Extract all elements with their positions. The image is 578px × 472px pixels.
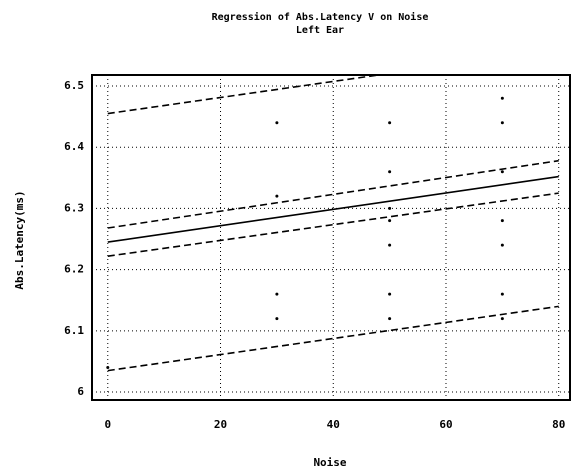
chart-title: Regression of Abs.Latency V on Noise — [212, 11, 429, 23]
data-point — [275, 317, 279, 321]
data-point — [388, 317, 392, 321]
confidence-line — [107, 159, 559, 229]
x-axis-label: Noise — [313, 456, 346, 469]
data-point — [500, 170, 504, 174]
confidence-line — [107, 192, 559, 257]
x-tick-label: 20 — [214, 418, 227, 431]
data-point — [500, 96, 504, 100]
plot-frame — [91, 74, 571, 401]
data-point — [106, 366, 110, 370]
y-tick-label: 6.2 — [64, 263, 84, 276]
data-point — [388, 292, 392, 296]
y-tick-label: 6.5 — [64, 79, 84, 92]
data-point — [275, 121, 279, 125]
data-point — [500, 317, 504, 321]
y-tick-label: 6.1 — [64, 324, 84, 337]
chart-subtitle: Left Ear — [296, 25, 344, 36]
x-tick-label: 60 — [439, 418, 452, 431]
y-axis-label: Abs.Latency(ms) — [13, 190, 26, 289]
data-point — [500, 121, 504, 125]
x-tick-label: 80 — [552, 418, 565, 431]
data-point — [388, 243, 392, 247]
y-tick-label: 6 — [77, 385, 84, 398]
x-tick-label: 0 — [104, 418, 111, 431]
x-tick-label: 40 — [327, 418, 340, 431]
data-point — [388, 121, 392, 125]
data-point — [275, 292, 279, 296]
data-point — [388, 206, 392, 210]
data-point — [388, 219, 392, 223]
confidence-line — [107, 305, 559, 372]
data-point — [500, 292, 504, 296]
data-point — [500, 243, 504, 247]
data-point — [388, 170, 392, 174]
data-point — [500, 219, 504, 223]
regression-line — [107, 175, 559, 243]
y-tick-label: 6.4 — [64, 140, 84, 153]
data-point — [275, 194, 279, 198]
y-tick-label: 6.3 — [64, 201, 84, 214]
